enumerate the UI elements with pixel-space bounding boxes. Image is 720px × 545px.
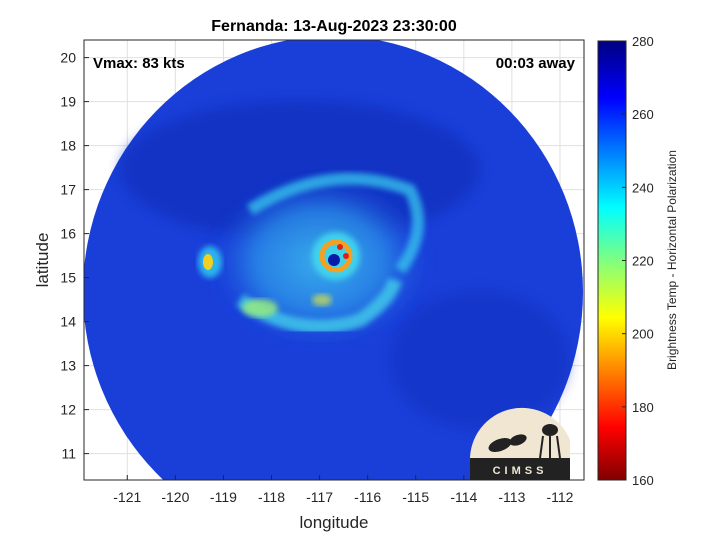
cell-south [312,294,332,306]
x-tick-label: -117 [306,489,333,505]
eyewall-ring [319,239,353,273]
x-axis-ticks: -121 -120 -119 -118 -117 -116 -115 -114 -113 -112 [113,475,574,505]
time-offset-annotation: 00:03 away [496,55,576,72]
x-tick-label: -115 [402,489,429,505]
x-tick-label: -121 [113,489,141,505]
logo-banner [470,458,570,480]
x-tick-label: -112 [546,489,573,505]
eyewall-hot-1 [337,244,343,250]
y-tick-label: 14 [60,314,76,330]
y-axis-label: latitude [33,233,52,288]
colorbar-ticks: 160 180 200 220 240 260 280 [622,34,654,488]
x-tick-label: -120 [161,489,189,505]
y-tick-label: 16 [60,226,76,242]
x-tick-label: -116 [354,489,381,505]
eyewall-hot-2 [343,253,349,259]
cell-south-west [242,299,278,317]
x-tick-label: -119 [210,489,237,505]
x-axis-label: longitude [299,513,368,532]
y-tick-label: 13 [60,358,76,374]
logo-water-tower-tank [542,424,558,436]
logo-water-tower-legs [539,435,561,459]
y-tick-label: 17 [60,182,76,198]
vmax-annotation: Vmax: 83 kts [93,55,185,72]
cimss-logo: CIMSS [469,407,570,480]
colorbar-tick-label: 180 [632,400,654,415]
dry-area [390,290,570,430]
y-tick-label: 19 [60,94,76,110]
brightness-field [84,40,583,480]
colorbar-tick-label: 160 [632,473,654,488]
x-tick-label: -118 [258,489,285,505]
plot-border [83,39,585,481]
colorbar-tick-label: 240 [632,180,654,195]
colorbar [597,40,627,481]
colorbar-tick-label: 280 [632,34,654,49]
colorbar-tick-label: 220 [632,254,654,269]
y-tick-label: 15 [60,270,76,286]
y-tick-label: 11 [61,446,76,462]
colorbar-tick-label: 200 [632,327,654,342]
storm-eye [328,254,340,266]
y-tick-label: 18 [60,138,76,154]
y-tick-label: 12 [60,402,76,418]
logo-text: CIMSS [493,465,548,477]
x-tick-label: -114 [450,489,477,505]
colorbar-tick-label: 260 [632,107,654,122]
x-tick-label: -113 [498,489,525,505]
cell-west-core [203,254,213,270]
logo-dish-left [488,438,512,452]
y-tick-label: 20 [60,50,76,66]
logo-dish-right [509,434,527,446]
spiral-band-north [246,172,424,274]
chart-title: Fernanda: 13-Aug-2023 23:30:00 [211,18,457,35]
colorbar-label: Brightness Temp - Horizontal Polarizatio… [665,150,679,370]
y-axis-ticks: 11 12 13 14 15 16 17 18 19 20 [60,50,89,462]
spiral-band-south [236,277,402,334]
